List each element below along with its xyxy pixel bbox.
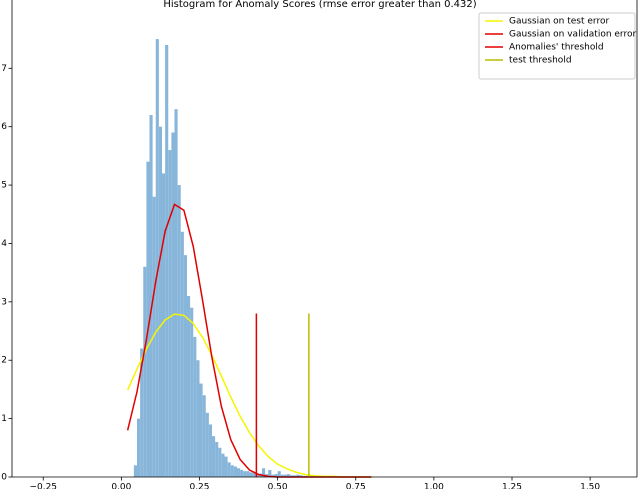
histogram-bar xyxy=(152,196,156,478)
x-tick-label: −0.25 xyxy=(29,483,57,489)
legend-label: Anomalies' threshold xyxy=(509,43,604,53)
histogram-bar xyxy=(202,395,206,477)
histogram-bar xyxy=(140,348,144,477)
histogram-bar xyxy=(233,466,237,477)
y-tick-label: 6 xyxy=(1,122,7,132)
y-tick-label: 5 xyxy=(1,181,7,191)
legend-box xyxy=(478,12,636,80)
histogram-bar xyxy=(268,469,272,477)
histogram-bar xyxy=(246,471,250,477)
x-tick-label: 1.00 xyxy=(424,483,444,489)
histogram-bar xyxy=(237,468,241,477)
histogram-bar xyxy=(165,44,169,478)
histogram-bar xyxy=(168,150,172,477)
histogram-bar xyxy=(190,307,194,477)
y-tick-label: 4 xyxy=(1,239,7,249)
histogram-bar xyxy=(290,475,294,477)
x-tick-label: 1.25 xyxy=(502,483,522,489)
histogram-bar xyxy=(149,115,153,477)
x-tick-label: 0.25 xyxy=(189,483,209,489)
histogram-bar xyxy=(143,266,147,477)
y-tick-label: 1 xyxy=(1,414,7,424)
y-tick-label: 3 xyxy=(1,297,7,307)
x-tick-label: 0.50 xyxy=(268,483,288,489)
histogram-bar xyxy=(187,296,191,477)
histogram-bar xyxy=(271,474,275,477)
x-tick-label: 0.00 xyxy=(111,483,131,489)
histogram-bar xyxy=(174,109,178,477)
histogram-bar xyxy=(208,424,212,477)
y-tick-label: 0 xyxy=(1,473,7,483)
y-tick-label: 2 xyxy=(1,356,7,366)
histogram-bar xyxy=(205,412,209,477)
histogram-bar xyxy=(252,472,256,477)
histogram-bar xyxy=(240,469,244,477)
histogram-bar xyxy=(227,462,231,477)
legend-label: test threshold xyxy=(509,56,572,66)
histogram-bar xyxy=(224,456,228,477)
histogram-bar xyxy=(158,126,162,477)
histogram-bar xyxy=(280,474,284,477)
chart-title: Histogram for Anomaly Scores (rmse error… xyxy=(163,0,476,10)
histogram-bar xyxy=(146,161,150,477)
histogram-bar xyxy=(183,255,187,477)
histogram-bar xyxy=(171,132,175,477)
histogram-bar xyxy=(193,336,197,477)
histogram-bar xyxy=(243,471,247,477)
histogram-bar xyxy=(277,471,281,477)
legend-label: Gaussian on test error xyxy=(509,17,609,27)
histogram-bar xyxy=(230,465,234,477)
histogram-bar xyxy=(299,475,303,477)
histogram-bar xyxy=(249,472,253,477)
y-tick-label: 7 xyxy=(1,64,7,74)
histogram-bar xyxy=(262,468,266,477)
histogram-bar xyxy=(212,436,216,477)
histogram-bar xyxy=(199,383,203,477)
histogram-bar xyxy=(133,465,137,477)
x-tick-label: 0.75 xyxy=(346,483,366,489)
histogram-bar xyxy=(287,474,291,477)
histogram-bar xyxy=(155,39,159,478)
histogram-bar xyxy=(283,474,287,477)
histogram-bar xyxy=(162,173,166,477)
histogram-bar xyxy=(221,453,225,477)
histogram-bar xyxy=(218,447,222,477)
legend-label: Gaussian on validation error xyxy=(509,30,636,40)
histogram-bar xyxy=(180,231,184,477)
histogram-bar xyxy=(215,441,219,477)
histogram-bar xyxy=(293,475,297,477)
histogram-bar xyxy=(274,474,278,477)
x-tick-label: 1.50 xyxy=(580,483,600,489)
histogram-bar xyxy=(255,473,259,477)
histogram-bar xyxy=(137,418,141,477)
histogram-bar xyxy=(296,474,300,477)
histogram-bar xyxy=(177,185,181,477)
histogram-bar xyxy=(196,360,200,477)
